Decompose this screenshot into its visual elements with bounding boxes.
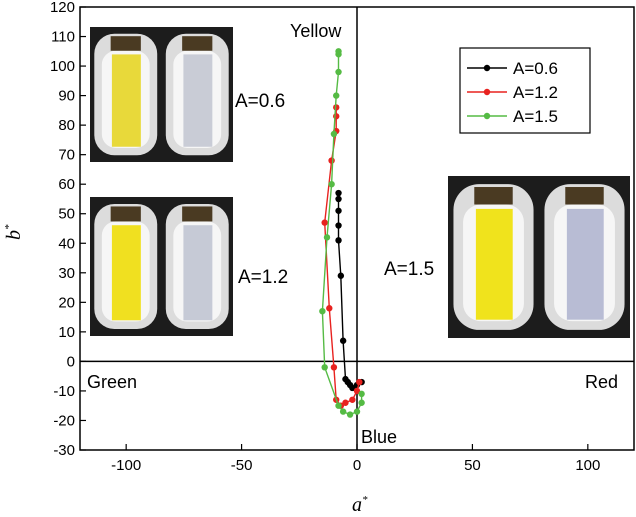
inset-photo [90, 197, 233, 336]
data-point [328, 157, 335, 164]
y-tick-label: -20 [53, 412, 75, 429]
y-tick-label: 0 [67, 353, 75, 370]
data-point [321, 219, 328, 226]
inset-photo [448, 176, 630, 338]
vial-cap [565, 187, 604, 205]
region-label-blue: Blue [361, 427, 397, 447]
series-group [319, 48, 365, 418]
vial-film [111, 54, 141, 147]
vial-cap [182, 36, 213, 51]
data-point [330, 130, 338, 138]
data-point [339, 337, 347, 344]
vial-film [183, 54, 213, 147]
y-tick-label: 40 [58, 235, 75, 252]
data-point [335, 222, 342, 229]
vial-cap [110, 206, 141, 222]
series-line [321, 51, 363, 416]
data-point [337, 272, 345, 279]
y-tick-label: 10 [58, 324, 75, 341]
data-point [321, 364, 328, 371]
data-series [319, 48, 365, 418]
vial-film [183, 225, 213, 321]
data-point [335, 189, 342, 197]
data-point [335, 402, 342, 409]
data-point [335, 195, 342, 203]
legend-swatch-marker [483, 64, 491, 72]
region-label-green: Green [87, 372, 137, 392]
data-point [342, 399, 349, 406]
data-point [335, 207, 342, 214]
data-point [346, 411, 354, 418]
data-point [335, 237, 342, 244]
data-point [333, 113, 340, 120]
legend-entry-label: A=1.2 [513, 83, 558, 102]
region-label-red: Red [585, 372, 618, 392]
y-tick-label: 20 [58, 294, 75, 311]
data-point [328, 181, 335, 188]
inset-label: A=1.2 [238, 267, 288, 288]
photo-insets: A=0.6 A=1.2 A=1.5 [90, 27, 630, 338]
vial-cap [474, 187, 513, 205]
series-line [337, 193, 362, 389]
y-tick-label: 70 [58, 147, 75, 164]
vial-film [111, 225, 141, 321]
data-point [358, 390, 365, 398]
data-point [333, 104, 340, 111]
data-point [326, 305, 333, 312]
series-group [321, 104, 363, 409]
axis-ticks: -100 -50 0 50 100-30-20-10010203040506070809… [50, 0, 600, 474]
data-point [353, 387, 361, 395]
region-label-yellow: Yellow [290, 21, 342, 41]
legend-entry-label: A=0.6 [513, 59, 558, 78]
vial-film [475, 208, 513, 320]
x-tick-label: -100 [111, 457, 141, 474]
y-tick-label: 60 [58, 176, 75, 193]
vial-cap [182, 206, 213, 222]
x-tick-label: 50 [464, 457, 481, 474]
inset-photo [90, 27, 233, 162]
data-point [333, 92, 340, 99]
data-point [323, 234, 331, 241]
y-tick-label: 90 [58, 88, 75, 105]
inset-label: A=0.6 [235, 91, 285, 112]
x-tick-label: 100 [575, 457, 600, 474]
y-tick-label: -30 [53, 442, 75, 459]
legend-swatch-marker [483, 88, 491, 96]
x-axis-title: a* [352, 494, 368, 516]
data-point [339, 408, 347, 415]
vial-film [566, 208, 604, 320]
series-group [335, 189, 365, 392]
y-tick-label: 50 [58, 206, 75, 223]
data-point [356, 378, 363, 386]
data-point [349, 396, 356, 403]
legend: A=0.6 A=1.2 A=1.5 [459, 47, 591, 134]
inset-label: A=1.5 [384, 259, 434, 280]
y-tick-label: 100 [50, 58, 75, 75]
x-tick-label: -50 [231, 457, 253, 474]
data-point [342, 375, 349, 383]
data-point [330, 364, 338, 371]
legend-entry-label: A=1.5 [513, 107, 558, 126]
data-point [335, 68, 342, 76]
vial-cap [110, 36, 141, 51]
data-point [358, 399, 365, 406]
legend-box [459, 47, 591, 134]
data-point [335, 48, 342, 55]
y-tick-label: 120 [50, 0, 75, 16]
y-tick-label: -10 [53, 383, 75, 400]
y-tick-label: 80 [58, 117, 75, 134]
y-tick-label: 30 [58, 265, 75, 282]
x-tick-label: 0 [353, 457, 361, 474]
legend-swatch-marker [483, 112, 491, 120]
y-tick-label: 110 [51, 29, 75, 46]
y-axis-title: b* [3, 224, 25, 240]
data-point [353, 408, 361, 415]
data-point [319, 307, 326, 315]
